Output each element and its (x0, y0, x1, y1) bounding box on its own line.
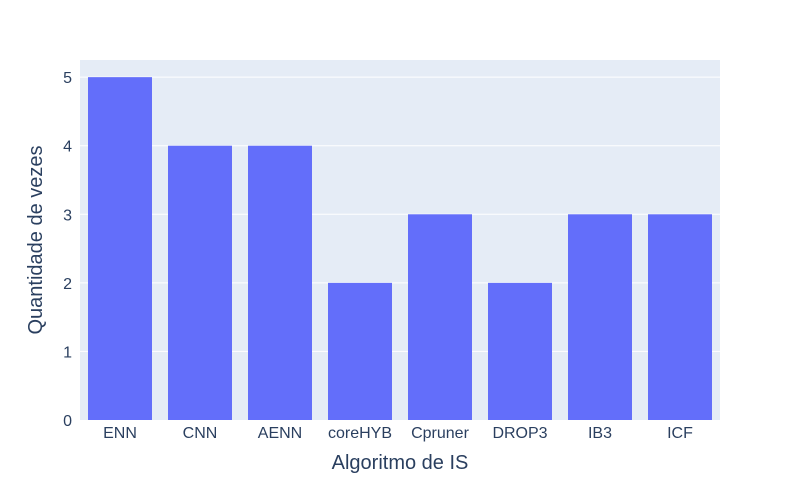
bar-cpruner[interactable] (408, 214, 472, 420)
y-axis-title: Quantidade de vezes (25, 145, 47, 334)
y-tick-label: 2 (63, 276, 72, 293)
x-tick-label: coreHYB (328, 425, 392, 442)
x-tick-label: IB3 (588, 425, 612, 442)
x-tick-label: DROP3 (492, 425, 547, 442)
bar-icf[interactable] (648, 214, 712, 420)
bar-drop3[interactable] (488, 282, 552, 420)
bar-enn[interactable] (88, 77, 152, 421)
bar-corehyb[interactable] (328, 282, 392, 420)
bars (88, 77, 712, 421)
x-tick-label: CNN (183, 425, 218, 442)
y-tick-label: 1 (63, 344, 72, 361)
bar-cnn[interactable] (168, 145, 232, 420)
x-tick-label: ICF (667, 425, 693, 442)
bar-ib3[interactable] (568, 214, 632, 420)
bar-aenn[interactable] (248, 145, 312, 420)
y-tick-label: 5 (63, 70, 72, 87)
y-tick-label: 0 (63, 413, 72, 430)
y-tick-labels: 0 1 2 3 4 5 (63, 70, 72, 430)
x-tick-label: AENN (258, 425, 302, 442)
x-tick-label: Cpruner (411, 425, 469, 442)
x-tick-labels: ENN CNN AENN coreHYB Cpruner DROP3 IB3 ICF (103, 425, 693, 442)
y-tick-label: 4 (63, 139, 72, 156)
x-axis-title: Algoritmo de IS (332, 452, 469, 474)
x-tick-label: ENN (103, 425, 137, 442)
y-tick-label: 3 (63, 207, 72, 224)
